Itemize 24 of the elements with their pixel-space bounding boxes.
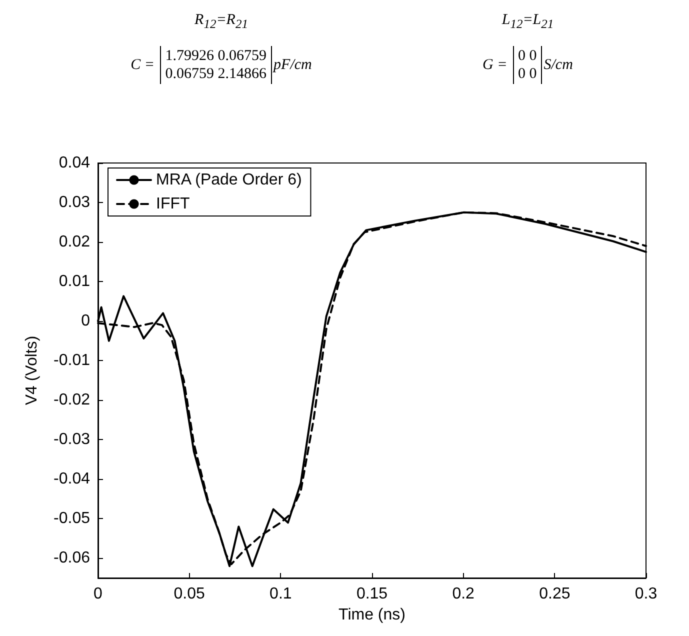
y-tick-label: 0.01 [58,273,90,290]
y-tick-label: -0.01 [54,352,90,370]
x-tick-label: 0 [94,586,103,602]
y-tick-label: 0.03 [58,194,90,212]
x-tick-label: 0.2 [452,586,475,602]
y-tick-label: -0.03 [54,431,90,448]
text: L$_{12}$=L$_{21}$ [500,12,555,32]
text: R$_{12}$=R$_{21}$ [194,12,249,32]
y-tick-label: 0 [81,312,90,330]
x-tick-label: 0.25 [539,586,570,602]
x-axis-title: Time (ns) [338,606,406,624]
legend-label: MRA (Pade Order 6) [156,172,302,188]
y-tick-label: 0.02 [58,234,90,251]
y-tick-label: 0.04 [58,154,90,172]
y-tick-label: -0.04 [54,470,90,488]
y-tick-label: -0.05 [54,510,90,528]
x-tick-label: 0.1 [270,586,292,602]
legend-label: IFFT [156,196,190,212]
x-tick-label: 0.05 [174,586,206,602]
x-tick-label: 0.3 [634,586,658,602]
y-tick-label: -0.02 [54,392,90,409]
y-axis-title: V4 (Volts) [24,336,40,406]
y-tick-label: -0.06 [54,550,90,567]
x-tick-label: 0.15 [356,586,388,602]
